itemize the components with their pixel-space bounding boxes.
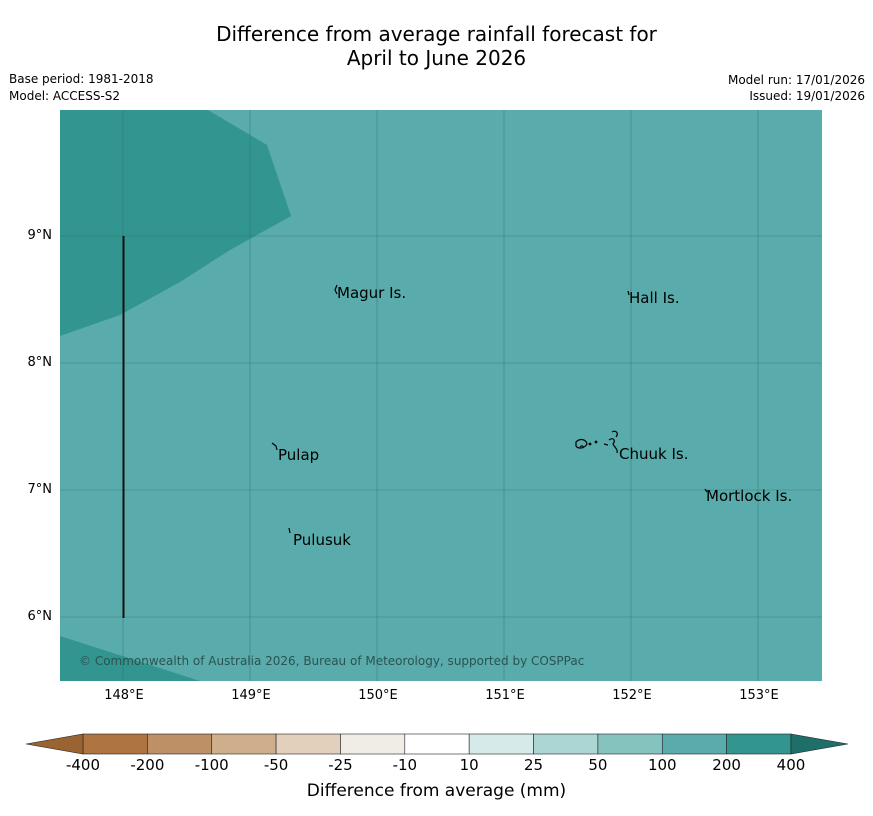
colorbar-tick-label: 400 — [776, 756, 806, 774]
colorbar-tick-label: 50 — [588, 756, 608, 774]
lon-label-149e: 149°E — [231, 688, 271, 703]
pulap-island-shape — [271, 442, 278, 451]
place-label-magur: Magur Is. — [337, 284, 407, 302]
colorbar-cell — [404, 733, 470, 755]
copyright-notice: © Commonwealth of Australia 2026, Bureau… — [79, 654, 585, 668]
hall-island-shape — [627, 290, 630, 296]
lat-label-6n: 6°N — [27, 609, 53, 624]
colorbar-tick-label: 100 — [647, 756, 677, 774]
model-run-date: Model run: 17/01/2026 — [727, 73, 865, 87]
colorbar-label: Difference from average (mm) — [306, 781, 567, 801]
place-label-pulap: Pulap — [278, 446, 320, 464]
colorbar — [25, 733, 849, 755]
lon-label-152e: 152°E — [612, 688, 652, 703]
colorbar-cell — [82, 733, 148, 755]
colorbar-tick-label: -10 — [392, 756, 418, 774]
colorbar-tick-label: -400 — [65, 756, 101, 774]
colorbar-cell — [533, 733, 599, 755]
lon-label-151e: 151°E — [485, 688, 525, 703]
place-label-pulusuk: Pulusuk — [293, 531, 351, 549]
colorbar-cell — [147, 733, 213, 755]
map-title-line2: April to June 2026 — [346, 46, 527, 70]
lat-label-7n: 7°N — [27, 482, 53, 497]
chuuk-island-shapes — [575, 430, 618, 454]
issued-date: Issued: 19/01/2026 — [749, 89, 865, 103]
colorbar-high-extension — [790, 733, 849, 755]
map-title-line1: Difference from average rainfall forecas… — [216, 22, 657, 46]
map-canvas — [60, 110, 822, 681]
place-label-chuuk: Chuuk Is. — [619, 445, 689, 463]
place-label-mortlock: Mortlock Is. — [706, 487, 793, 505]
lon-label-148e: 148°E — [104, 688, 144, 703]
colorbar-tick-label: -25 — [328, 756, 353, 774]
base-period: Base period: 1981-2018 — [9, 72, 154, 86]
colorbar-tick-label: 25 — [523, 756, 544, 774]
rainfall-map — [60, 110, 822, 681]
colorbar-cell — [340, 733, 406, 755]
model-name: Model: ACCESS-S2 — [9, 89, 121, 103]
magur-island-shape — [334, 284, 338, 295]
colorbar-cell — [597, 733, 663, 755]
colorbar-tick-label: 200 — [712, 756, 741, 774]
colorbar-low-extension — [25, 733, 84, 755]
lon-label-153e: 153°E — [739, 688, 779, 703]
colorbar-cells — [82, 733, 792, 755]
colorbar-cell — [468, 733, 534, 755]
graticule — [60, 110, 822, 681]
colorbar-cell — [726, 733, 792, 755]
lat-label-8n: 8°N — [27, 355, 53, 370]
mortlock-island-shape — [704, 488, 708, 493]
colorbar-tick-label: -50 — [263, 756, 289, 774]
colorbar-cell — [275, 733, 341, 755]
lat-label-9n: 9°N — [27, 228, 53, 243]
colorbar-cell — [661, 733, 727, 755]
colorbar-tick-label: -100 — [194, 756, 229, 774]
wetter-zone-northwest — [60, 110, 291, 336]
colorbar-cell — [211, 733, 277, 755]
colorbar-tick-label: -200 — [130, 756, 165, 774]
lon-label-150e: 150°E — [358, 688, 398, 703]
wetter-zone-southwest — [60, 636, 200, 681]
place-label-hall: Hall Is. — [629, 289, 680, 307]
pulusuk-island-shape — [288, 527, 291, 534]
islands — [271, 284, 708, 534]
colorbar-tick-label: 10 — [459, 756, 479, 774]
